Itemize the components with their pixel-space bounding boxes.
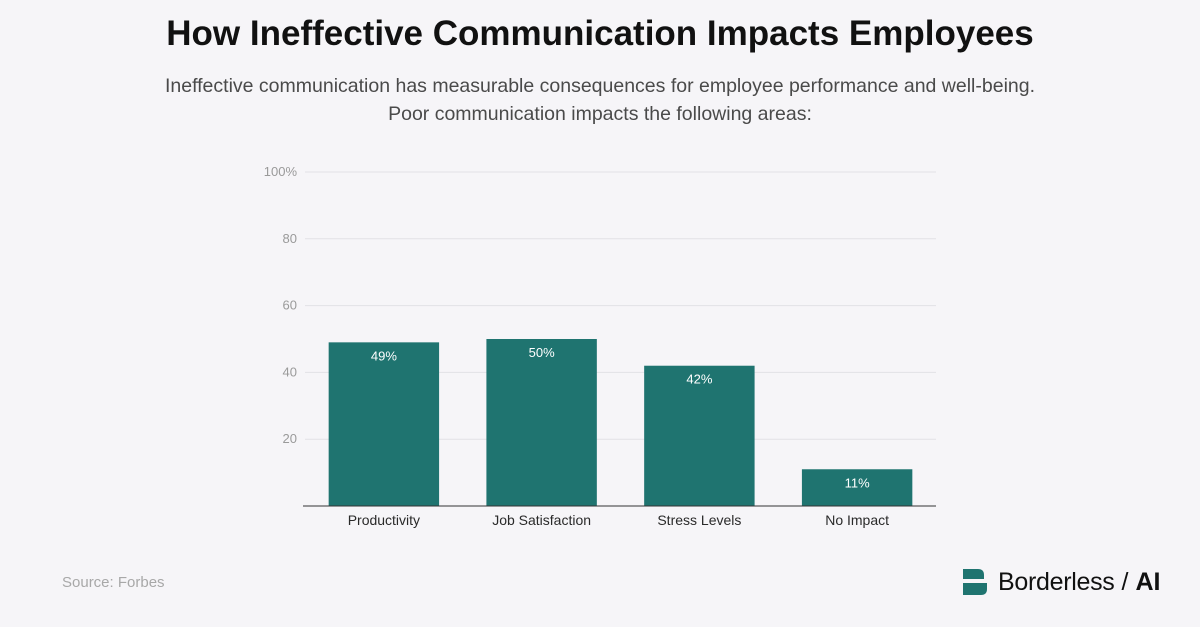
borderless-logo-icon [963,569,987,595]
x-category-label: Productivity [348,512,420,528]
bar [486,339,597,506]
y-tick-label: 100% [264,164,298,179]
bar-value-label: 49% [371,348,397,363]
bar-value-label: 50% [529,345,555,360]
y-tick-label: 80 [283,231,297,246]
brand-separator: / [1121,567,1129,596]
bar [644,365,755,506]
subtitle-line-1: Ineffective communication has measurable… [164,75,1036,97]
subtitle-line-2: Poor communication impacts the following… [388,103,812,125]
bar-value-label: 42% [686,372,712,387]
brand-suffix: AI [1135,567,1161,596]
y-tick-label: 60 [283,298,297,313]
x-category-label: Job Satisfaction [492,512,591,528]
brand-name: Borderless [998,567,1115,596]
y-tick-label: 40 [283,364,297,379]
brand-logo: Borderless / AI [962,566,1160,598]
bar [328,342,440,506]
chart-title: How Ineffective Communication Impacts Em… [166,14,1034,53]
chart-subtitle: Ineffective communication has measurable… [0,72,1200,128]
x-category-label: No Impact [825,512,889,528]
source-note: Source: Forbes [62,574,165,591]
x-category-label: Stress Levels [657,512,741,528]
bar-value-label: 11% [845,475,870,490]
y-tick-label: 20 [283,431,297,446]
bar [801,469,913,506]
